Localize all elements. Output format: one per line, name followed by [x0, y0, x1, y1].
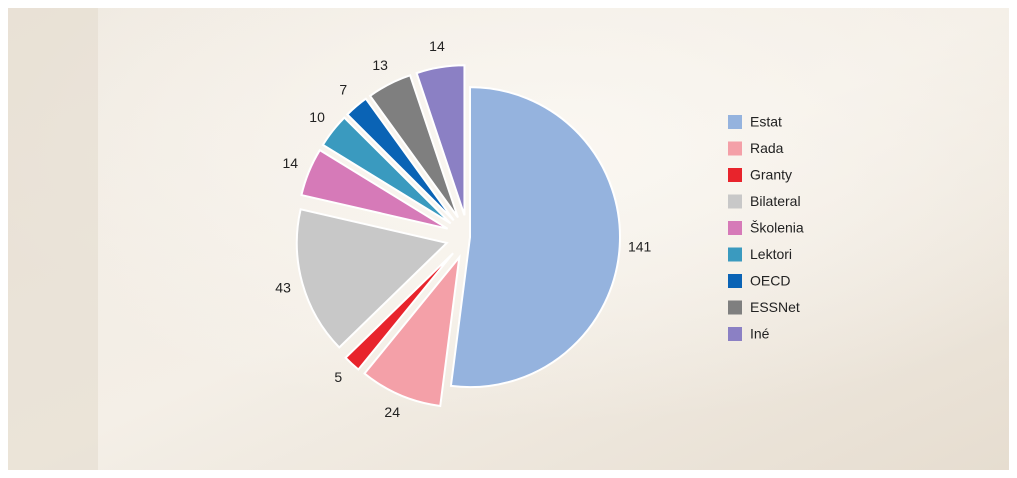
legend-swatch: [728, 274, 742, 288]
legend: Estat Rada Granty Bilateral Školenia Lektori O…: [728, 114, 804, 342]
pie-slice: [321, 116, 452, 225]
legend-label: Lektori: [750, 246, 792, 262]
pie: 141 24 5 43 14 10 7 13 14: [275, 38, 651, 420]
pie-slice: [449, 86, 621, 389]
data-label: 14: [429, 38, 445, 54]
data-label: 43: [275, 279, 291, 295]
legend-label: Bilateral: [750, 193, 801, 209]
pie-slice: [415, 64, 466, 216]
data-label: 13: [372, 57, 388, 73]
legend-label: Školenia: [750, 220, 804, 236]
data-label: 14: [283, 155, 299, 171]
pie-slice: [345, 97, 455, 221]
data-label: 5: [334, 369, 342, 385]
legend-label: Granty: [750, 167, 792, 183]
data-label: 24: [384, 404, 400, 420]
pie-slice: [300, 148, 449, 230]
legend-swatch: [728, 300, 742, 315]
pie-slice: [363, 253, 461, 408]
legend-swatch: [728, 327, 742, 341]
pie-slice: [344, 252, 454, 371]
legend-swatch: [728, 247, 742, 262]
legend-swatch: [728, 115, 742, 129]
pillar: [8, 8, 98, 470]
legend-label: Estat: [750, 114, 782, 130]
pie-slice: [295, 208, 449, 349]
data-label: 141: [628, 239, 652, 255]
legend-label: Rada: [750, 140, 784, 156]
data-label: 10: [309, 109, 325, 125]
legend-label: OECD: [750, 273, 790, 289]
legend-swatch: [728, 168, 742, 182]
legend-swatch: [728, 194, 742, 209]
legend-label: Iné: [750, 326, 770, 342]
legend-swatch: [728, 141, 742, 156]
legend-label: ESSNet: [750, 299, 800, 315]
legend-swatch: [728, 221, 742, 235]
data-label: 7: [339, 82, 347, 98]
pie-slice: [368, 74, 459, 219]
